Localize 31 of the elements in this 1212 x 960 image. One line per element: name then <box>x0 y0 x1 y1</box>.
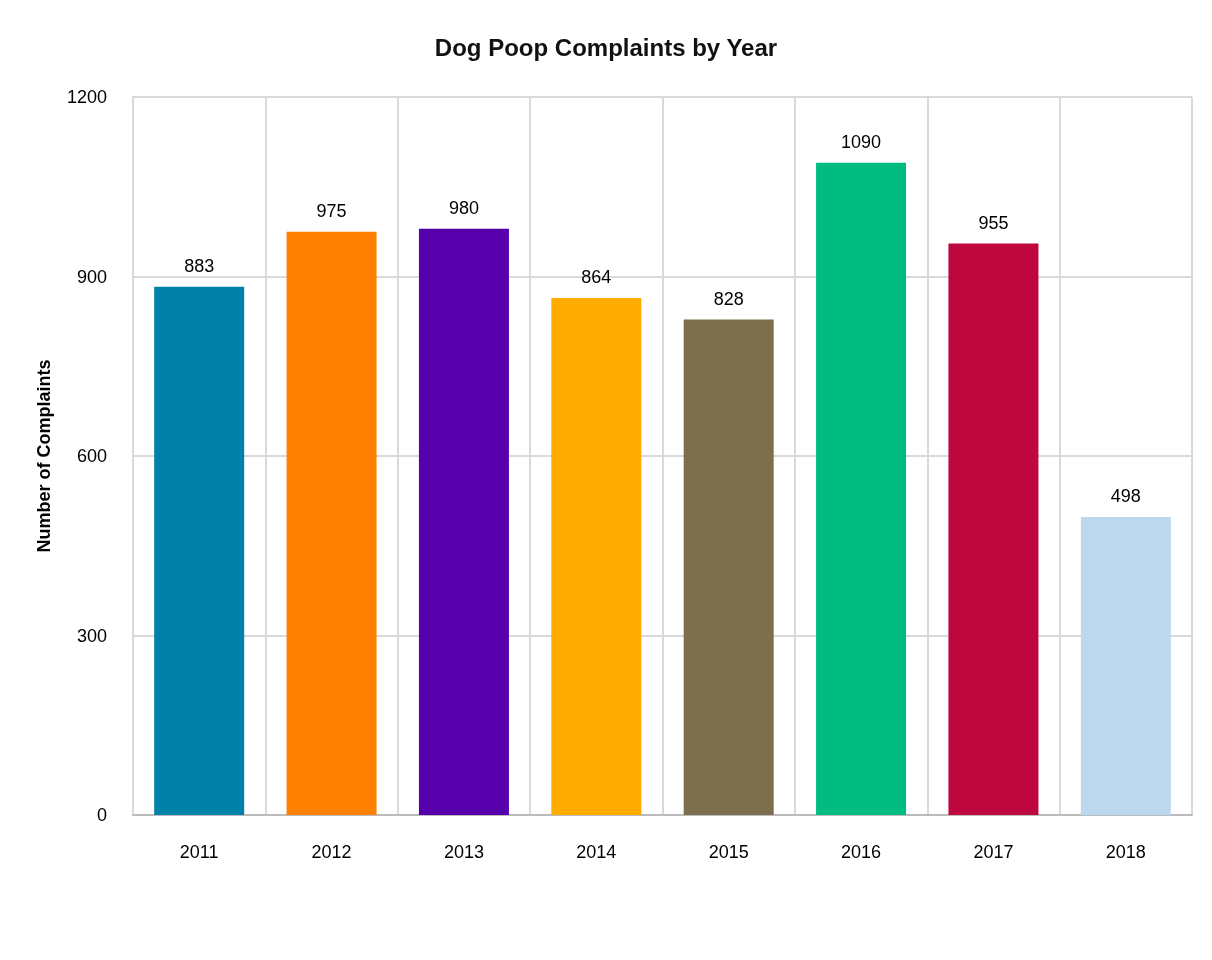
x-tick-label: 2011 <box>179 842 219 862</box>
bar <box>948 243 1039 815</box>
x-tick-label: 2018 <box>1105 842 1146 862</box>
y-axis-title: Number of Complaints <box>34 359 54 553</box>
x-tick-label: 2014 <box>576 842 617 862</box>
x-tick-label: 2015 <box>708 842 749 862</box>
data-label: 975 <box>316 200 347 221</box>
x-tick-label: 2012 <box>311 842 352 862</box>
bar <box>683 319 774 815</box>
bar <box>154 286 245 815</box>
data-label: 980 <box>448 197 479 218</box>
x-tick-label: 2016 <box>841 842 882 862</box>
bar <box>286 231 377 815</box>
y-tick-label: 300 <box>76 625 107 646</box>
y-tick-label: 0 <box>96 805 107 825</box>
bar <box>551 298 642 815</box>
data-label: 883 <box>184 255 215 276</box>
y-tick-label: 600 <box>76 446 107 466</box>
data-label: 498 <box>1110 486 1141 507</box>
chart-title: Dog Poop Complaints by Year <box>434 33 778 61</box>
bar <box>1080 517 1171 815</box>
y-tick-label: 900 <box>76 266 107 287</box>
data-label: 828 <box>713 288 744 309</box>
x-tick-label: 2013 <box>443 842 484 862</box>
x-tick-label: 2017 <box>973 842 1014 862</box>
y-tick-label: 1200 <box>66 87 107 107</box>
bar <box>816 162 907 815</box>
data-label: 955 <box>978 212 1009 233</box>
data-label: 1090 <box>841 131 882 152</box>
bar <box>418 228 509 815</box>
data-label: 864 <box>581 267 612 288</box>
